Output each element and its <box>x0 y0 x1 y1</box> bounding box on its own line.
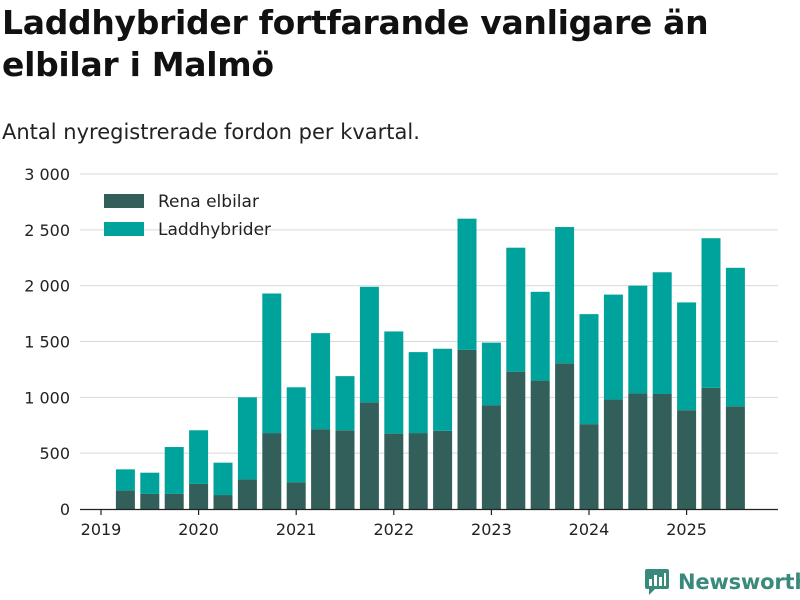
y-tick-label: 2 500 <box>24 221 70 240</box>
bar-elbil <box>628 393 648 509</box>
bar-laddhybrid <box>115 469 135 491</box>
bar-laddhybrid <box>677 302 697 411</box>
chart-subtitle: Antal nyregistrerade fordon per kvartal. <box>2 120 420 144</box>
bar-laddhybrid <box>384 331 404 434</box>
legend-label-hybrid: Laddhybrider <box>158 220 271 240</box>
bar-laddhybrid <box>237 397 257 480</box>
bar-elbil <box>457 349 477 509</box>
bar-elbil <box>555 363 575 509</box>
bar-laddhybrid <box>359 286 379 403</box>
bar-laddhybrid <box>725 267 745 407</box>
bar-elbil <box>603 399 623 509</box>
bar-elbil <box>652 393 672 509</box>
bar-laddhybrid <box>579 314 599 425</box>
bar-laddhybrid <box>189 430 209 484</box>
bar-laddhybrid <box>652 272 672 394</box>
bar-elbil <box>115 490 135 509</box>
bar-elbil <box>140 493 160 509</box>
bar-laddhybrid <box>433 348 453 431</box>
bar-laddhybrid <box>701 238 721 388</box>
bar-laddhybrid <box>213 462 233 496</box>
y-tick-label: 0 <box>60 500 70 519</box>
bar-elbil <box>164 493 184 509</box>
bar-elbil <box>311 429 331 509</box>
bar-laddhybrid <box>286 387 306 483</box>
x-tick-label: 2023 <box>471 520 512 539</box>
legend: Rena elbilar Laddhybrider <box>104 192 271 240</box>
bar-elbil <box>530 380 550 509</box>
x-tick-label: 2021 <box>276 520 317 539</box>
bar-elbil <box>481 405 501 509</box>
bar-elbil <box>725 406 745 509</box>
bar-elbil <box>408 433 428 509</box>
bar-laddhybrid <box>555 227 575 364</box>
bar-elbil <box>677 410 697 509</box>
bar-elbil <box>262 433 282 509</box>
x-tick-label: 2022 <box>373 520 414 539</box>
bar-elbil <box>335 430 355 509</box>
bar-laddhybrid <box>408 352 428 434</box>
bar-laddhybrid <box>262 293 282 434</box>
bar-laddhybrid <box>311 333 331 430</box>
bar-elbil <box>359 402 379 509</box>
y-tick-label: 1 500 <box>24 333 70 352</box>
bar-elbil <box>213 495 233 509</box>
bar-laddhybrid <box>457 218 477 350</box>
bar-elbil <box>286 482 306 509</box>
bar-elbil <box>189 483 209 509</box>
chart-title: Laddhybrider fortfarande vanligare än el… <box>2 3 709 84</box>
brand-name: Newsworthy <box>678 570 800 594</box>
y-tick-label: 3 000 <box>24 165 70 184</box>
bar-elbil <box>506 371 526 509</box>
bar-elbil <box>433 430 453 509</box>
bar-elbil <box>579 424 599 509</box>
bar-laddhybrid <box>140 472 160 494</box>
legend-swatch-elbil <box>104 194 144 208</box>
bar-elbil <box>237 479 257 509</box>
x-tick-label: 2019 <box>81 520 122 539</box>
x-axis: 2019 2020 2021 2022 2023 2024 2025 <box>80 508 778 539</box>
x-tick-label: 2020 <box>178 520 219 539</box>
bar-laddhybrid <box>506 247 526 372</box>
legend-label-elbil: Rena elbilar <box>158 192 259 212</box>
brand-logo: Newsworthy <box>644 568 800 596</box>
x-tick-label: 2025 <box>666 520 707 539</box>
bar-laddhybrid <box>530 291 550 381</box>
bar-elbil <box>701 387 721 509</box>
bar-laddhybrid <box>335 376 355 431</box>
bars <box>115 218 745 509</box>
bar-elbil <box>384 433 404 509</box>
newsworthy-logo-icon <box>645 569 669 595</box>
bar-laddhybrid <box>481 342 501 406</box>
y-tick-label: 2 000 <box>24 277 70 296</box>
bar-laddhybrid <box>603 294 623 400</box>
x-tick-label: 2024 <box>569 520 610 539</box>
bar-laddhybrid <box>628 285 648 394</box>
bar-laddhybrid <box>164 447 184 494</box>
y-tick-label: 500 <box>39 444 70 463</box>
legend-swatch-hybrid <box>104 222 144 236</box>
y-tick-label: 1 000 <box>24 388 70 407</box>
